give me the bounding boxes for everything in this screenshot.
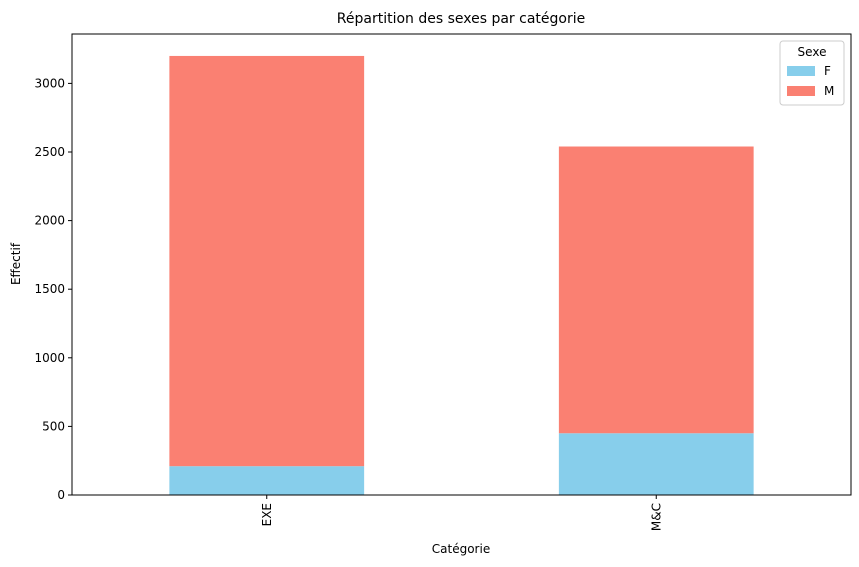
x-tick-label-1: M&C bbox=[649, 503, 663, 531]
x-tick-label-0: EXE bbox=[260, 503, 274, 526]
chart-title: Répartition des sexes par catégorie bbox=[337, 11, 585, 27]
y-tick-label: 2500 bbox=[34, 145, 65, 159]
y-tick-label: 1500 bbox=[34, 282, 65, 296]
y-axis-label: Effectif bbox=[9, 242, 23, 285]
bar-m-0 bbox=[169, 55, 365, 467]
legend-title: Sexe bbox=[798, 45, 827, 59]
y-axis-ticks: 0 500 1000 1500 2000 2500 3000 bbox=[34, 76, 72, 502]
legend-label-m: M bbox=[824, 84, 834, 98]
legend-items: FM bbox=[787, 64, 834, 98]
y-tick-label: 0 bbox=[57, 488, 65, 502]
x-axis-ticks: EXE M&C bbox=[260, 495, 663, 531]
legend-label-f: F bbox=[824, 64, 831, 78]
y-tick-label: 2000 bbox=[34, 214, 65, 228]
legend-swatch-f bbox=[787, 66, 815, 76]
bar-f-0 bbox=[169, 466, 365, 495]
y-tick-label: 500 bbox=[42, 419, 65, 433]
plot-frame bbox=[71, 33, 852, 496]
bars-group bbox=[169, 55, 754, 495]
y-tick-label: 3000 bbox=[34, 76, 65, 90]
y-tick-label: 1000 bbox=[34, 351, 65, 365]
legend: Sexe FM bbox=[779, 40, 845, 106]
bar-f-1 bbox=[558, 433, 754, 495]
x-axis-label: Catégorie bbox=[432, 542, 490, 556]
bar-m-1 bbox=[558, 146, 754, 434]
legend-swatch-m bbox=[787, 86, 815, 96]
